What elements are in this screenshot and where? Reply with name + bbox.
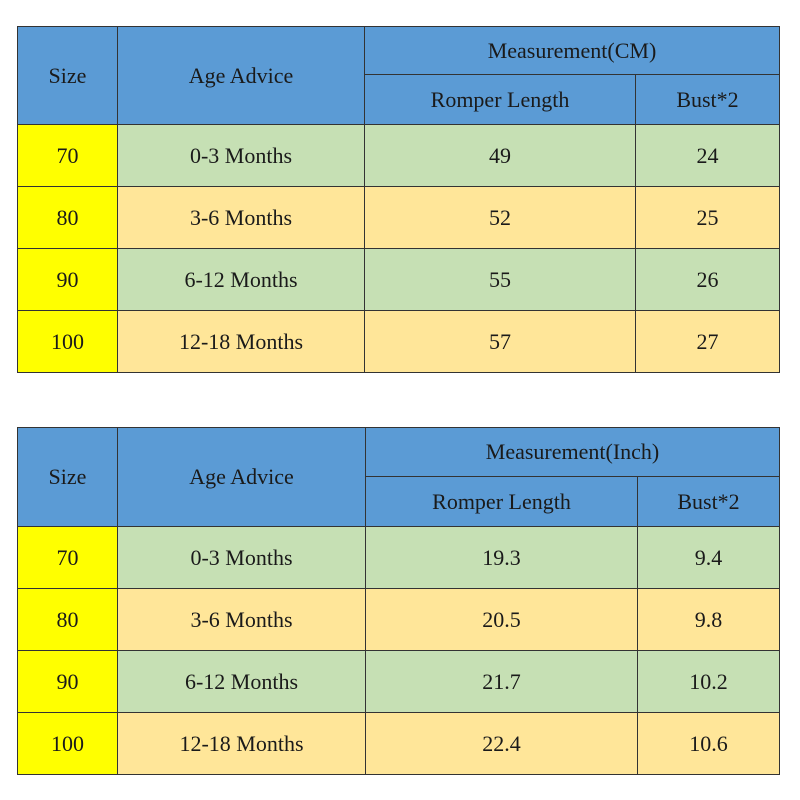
table-row: 90 6-12 Months 21.7 10.2	[17, 650, 781, 713]
size-chart-inch: Size Age Advice Measurement(Inch) Romper…	[17, 427, 781, 775]
table-row: 80 3-6 Months 52 25	[17, 186, 780, 249]
size-header: Size	[17, 427, 118, 527]
length-cell: 19.3	[365, 526, 638, 589]
length-cell: 49	[364, 124, 636, 187]
bust-cell: 10.6	[636, 712, 781, 775]
bust-cell: 27	[635, 310, 780, 373]
bust-cell: 26	[635, 248, 780, 311]
table-row: 100 12-18 Months 22.4 10.6	[17, 712, 781, 775]
size-cell: 80	[17, 588, 118, 651]
bust-header: Bust*2	[635, 74, 780, 125]
size-cell: 100	[17, 310, 118, 373]
length-cell: 21.7	[365, 650, 638, 713]
romper-length-header: Romper Length	[364, 74, 636, 125]
age-cell: 6-12 Months	[117, 650, 366, 713]
size-cell: 80	[17, 186, 118, 249]
table-row: 100 12-18 Months 57 27	[17, 310, 780, 373]
length-cell: 22.4	[365, 712, 638, 775]
size-cell: 100	[17, 712, 118, 775]
size-cell: 90	[17, 650, 118, 713]
age-cell: 6-12 Months	[117, 248, 365, 311]
bust-cell: 9.4	[636, 526, 781, 589]
size-cell: 70	[17, 526, 118, 589]
bust-cell: 25	[635, 186, 780, 249]
size-header: Size	[17, 26, 118, 125]
bust-header: Bust*2	[636, 476, 781, 527]
measurement-header: Measurement(CM)	[364, 26, 780, 75]
age-advice-header: Age Advice	[117, 26, 365, 125]
size-chart-cm: Size Age Advice Measurement(CM) Romper L…	[17, 26, 780, 373]
age-cell: 3-6 Months	[117, 186, 365, 249]
length-cell: 20.5	[365, 588, 638, 651]
age-cell: 0-3 Months	[117, 124, 365, 187]
length-cell: 57	[364, 310, 636, 373]
bust-cell: 24	[635, 124, 780, 187]
table-row: 70 0-3 Months 49 24	[17, 124, 780, 187]
table-row: 80 3-6 Months 20.5 9.8	[17, 588, 781, 651]
bust-cell: 9.8	[636, 588, 781, 651]
age-cell: 3-6 Months	[117, 588, 366, 651]
table-row: 70 0-3 Months 19.3 9.4	[17, 526, 781, 589]
age-cell: 12-18 Months	[117, 310, 365, 373]
age-cell: 0-3 Months	[117, 526, 366, 589]
romper-length-header: Romper Length	[365, 476, 638, 527]
size-cell: 70	[17, 124, 118, 187]
measurement-header: Measurement(Inch)	[364, 427, 781, 477]
bust-cell: 10.2	[636, 650, 781, 713]
length-cell: 52	[364, 186, 636, 249]
length-cell: 55	[364, 248, 636, 311]
age-advice-header: Age Advice	[117, 427, 366, 527]
table-row: 90 6-12 Months 55 26	[17, 248, 780, 311]
size-cell: 90	[17, 248, 118, 311]
age-cell: 12-18 Months	[117, 712, 366, 775]
